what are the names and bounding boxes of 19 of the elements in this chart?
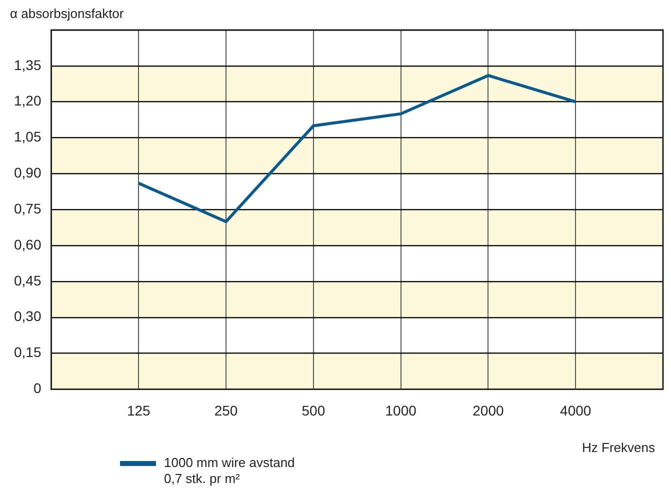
y-tick-label: 0 (33, 380, 42, 396)
y-tick-label: 0,75 (14, 200, 42, 216)
x-tick-label: 125 (126, 402, 151, 418)
legend-label: 1000 mm wire avstand 0,7 stk. pr m² (164, 455, 295, 487)
x-tick-label: 2000 (472, 402, 504, 418)
y-tick-label: 1,35 (14, 56, 42, 73)
x-axis-title: Hz Frekvens (582, 440, 655, 455)
x-tick-label: 1000 (385, 402, 417, 418)
x-tick-label: 500 (302, 402, 326, 418)
y-tick-label: 0,90 (14, 164, 42, 181)
y-tick-label: 0,45 (14, 272, 42, 288)
y-tick-label: 0,60 (14, 236, 42, 252)
x-tick-label: 250 (214, 402, 238, 418)
x-tick-label: 4000 (560, 402, 592, 418)
y-tick-label: 0,15 (14, 344, 42, 360)
y-axis-title: α absorbsjonsfaktor (10, 6, 124, 21)
y-tick-label: 1,20 (14, 92, 42, 109)
y-tick-label: 0,30 (14, 308, 42, 324)
y-tick-label: 1,05 (14, 128, 42, 145)
